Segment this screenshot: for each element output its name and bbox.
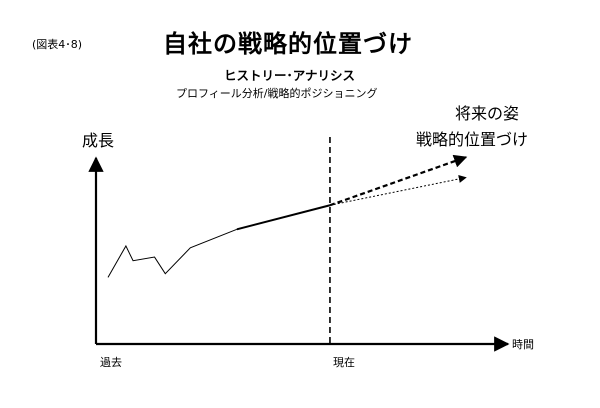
subtitle-secondary: プロフィール分析/戦略的ポジショニング: [176, 87, 378, 100]
future-label-line1: 将来の姿: [455, 104, 520, 123]
figure-label: (図表4･8): [32, 38, 83, 51]
projection-strategic-arrow: [329, 154, 468, 207]
history-line-thin: [107, 228, 238, 278]
projection-trend-arrow: [329, 175, 467, 206]
x-axis-label: 時間: [512, 338, 534, 351]
history-line-bold: [236, 204, 331, 231]
x-label-past: 過去: [100, 356, 122, 369]
x-label-present: 現在: [333, 356, 355, 369]
subtitle: ヒストリー･アナリシス: [224, 68, 356, 83]
y-axis-label: 成長: [82, 131, 115, 150]
future-label-line2: 戦略的位置づけ: [416, 130, 529, 149]
page-title: 自社の戦略的位置づけ: [163, 30, 413, 58]
